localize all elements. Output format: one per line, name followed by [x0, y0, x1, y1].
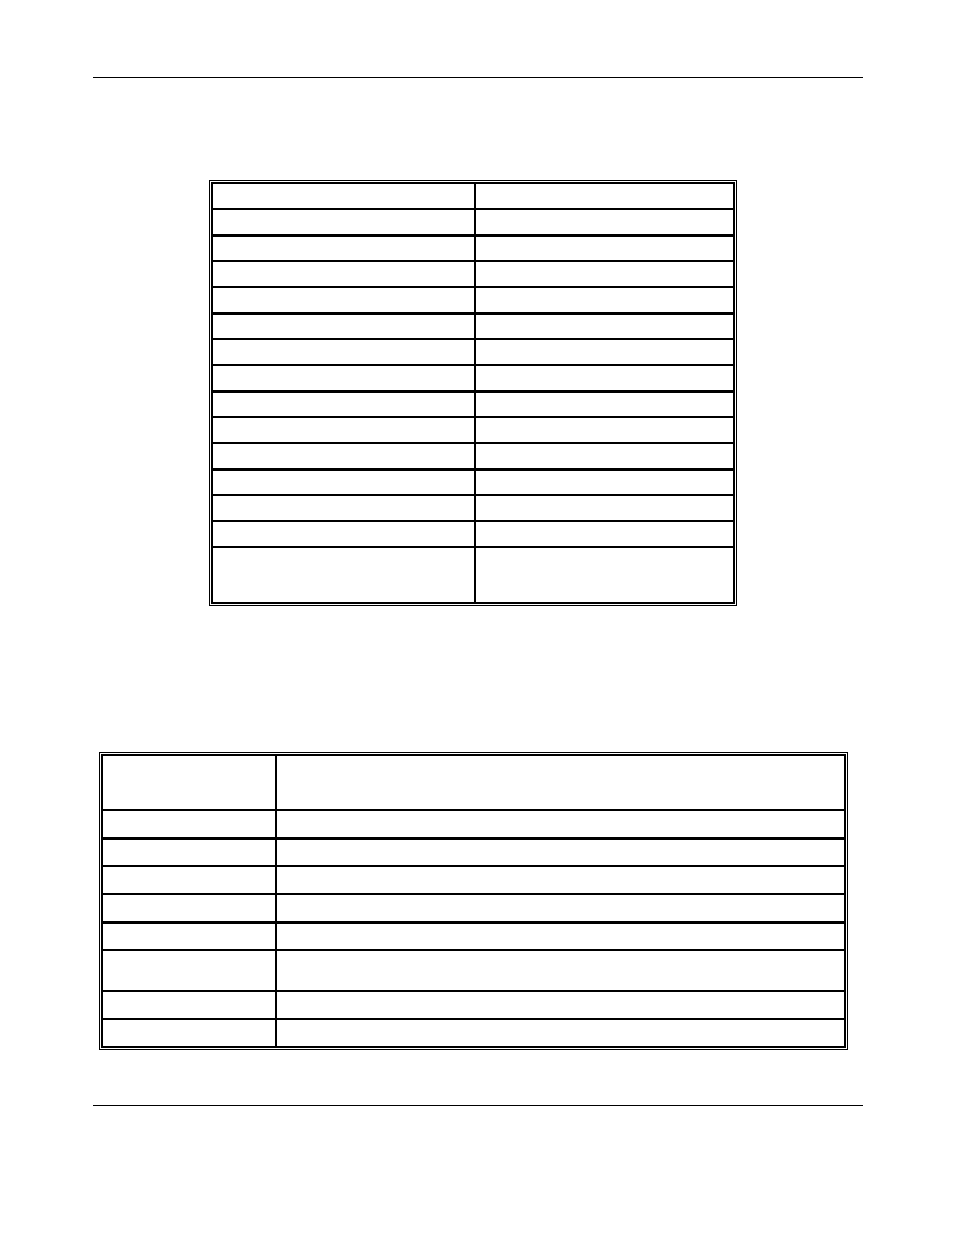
table-row: [102, 1019, 845, 1047]
table-cell: [276, 922, 845, 950]
table-row: [102, 838, 845, 866]
table-cell: [475, 495, 734, 521]
table-row: [102, 755, 845, 810]
table-row: [212, 235, 734, 261]
table-row: [102, 866, 845, 894]
table-row: [212, 495, 734, 521]
table-cell: [212, 287, 475, 313]
table-row: [102, 894, 845, 922]
table-row: [212, 443, 734, 469]
table-cell: [102, 922, 276, 950]
table-cell: [276, 1019, 845, 1047]
table-1-body: [212, 183, 734, 603]
table-cell: [102, 866, 276, 894]
table-cell: [475, 287, 734, 313]
table-row: [212, 521, 734, 547]
table-cell: [212, 391, 475, 417]
table-cell: [475, 235, 734, 261]
table-row: [212, 287, 734, 313]
table-cell: [475, 365, 734, 391]
table-cell: [212, 339, 475, 365]
table-cell: [102, 810, 276, 838]
table-row: [212, 417, 734, 443]
table-cell: [475, 261, 734, 287]
header-rule: [93, 77, 863, 78]
table-2-body: [102, 755, 845, 1047]
table-cell: [475, 469, 734, 495]
table-row: [212, 313, 734, 339]
table-cell: [212, 261, 475, 287]
table-cell: [475, 417, 734, 443]
table-cell: [276, 838, 845, 866]
table-row: [102, 991, 845, 1019]
table-cell: [102, 991, 276, 1019]
table-row: [212, 339, 734, 365]
table-cell: [102, 950, 276, 991]
table-cell: [102, 838, 276, 866]
table-cell: [212, 365, 475, 391]
table-cell: [212, 183, 475, 209]
table-cell: [475, 391, 734, 417]
table-cell: [276, 810, 845, 838]
table-cell: [276, 991, 845, 1019]
table-cell: [475, 209, 734, 235]
table-cell: [212, 495, 475, 521]
table-cell: [212, 547, 475, 603]
table-row: [212, 469, 734, 495]
table-2: [99, 752, 848, 1050]
table-cell: [212, 443, 475, 469]
table-cell: [102, 755, 276, 810]
table-row: [102, 810, 845, 838]
table-cell: [212, 521, 475, 547]
table-cell: [212, 417, 475, 443]
table-1: [209, 180, 737, 606]
table-row: [102, 922, 845, 950]
table-row: [212, 209, 734, 235]
table-cell: [475, 313, 734, 339]
table-cell: [276, 755, 845, 810]
table-cell: [212, 235, 475, 261]
table-row: [212, 183, 734, 209]
table-cell: [276, 950, 845, 991]
table-cell: [475, 443, 734, 469]
table-cell: [212, 209, 475, 235]
table-row: [212, 365, 734, 391]
table-row: [212, 547, 734, 603]
table-cell: [276, 866, 845, 894]
table-cell: [102, 1019, 276, 1047]
table-cell: [475, 521, 734, 547]
table-cell: [475, 339, 734, 365]
table-cell: [212, 469, 475, 495]
table-cell: [475, 547, 734, 603]
table-row: [102, 950, 845, 991]
table-cell: [276, 894, 845, 922]
table-row: [212, 391, 734, 417]
table-cell: [475, 183, 734, 209]
footer-rule: [93, 1105, 863, 1106]
table-row: [212, 261, 734, 287]
table-cell: [102, 894, 276, 922]
table-cell: [212, 313, 475, 339]
document-page: [93, 0, 863, 1235]
